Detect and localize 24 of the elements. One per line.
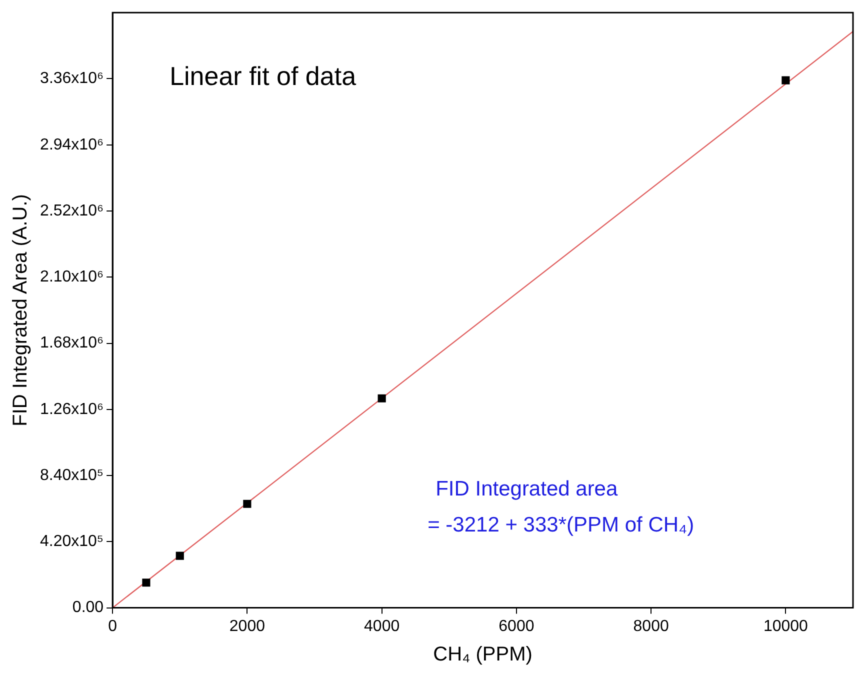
annotation: Linear fit of data [170, 60, 357, 91]
x-tick-label: 10000 [763, 618, 808, 635]
y-tick-label: 1.68x10⁶ [40, 334, 104, 352]
y-tick-label: 3.36x10⁶ [40, 70, 104, 88]
x-tick-label: 0 [108, 618, 118, 635]
point [378, 394, 386, 402]
x-tick-label: 6000 [498, 618, 534, 635]
annotation: FID Integrated area = -3212 + 333*(PPM of CH₄) [428, 477, 694, 536]
y-tick-label: 2.94x10⁶ [40, 136, 104, 154]
y-axis-title: FID Integrated Area (A.U.) [10, 194, 32, 426]
x-axis-title: CH₄ (PPM) [433, 644, 532, 666]
point [243, 500, 252, 508]
y-tick-label: 0.00 [72, 599, 104, 616]
point [142, 578, 150, 587]
y-tick-label: 1.26x10⁶ [40, 400, 104, 418]
y-tick-label: 4.20x10⁵ [40, 533, 104, 550]
x-tick-label: 4000 [364, 618, 400, 635]
x-tick-label: 2000 [229, 618, 266, 635]
point [176, 552, 184, 560]
y-tick-label: 2.10x10⁶ [40, 268, 104, 286]
x-tick-label: 8000 [633, 618, 669, 635]
point [782, 76, 790, 84]
y-tick-label: 2.52x10⁶ [40, 202, 104, 220]
y-tick-label: 8.40x10⁵ [40, 466, 104, 484]
